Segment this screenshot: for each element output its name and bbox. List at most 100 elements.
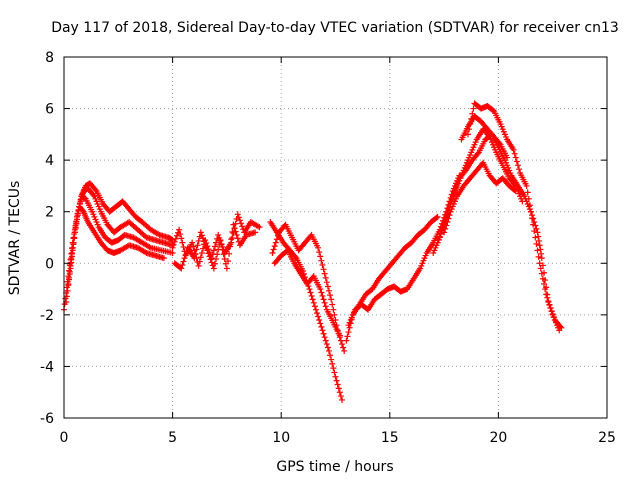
data-point: [558, 324, 565, 331]
data-point: [64, 287, 71, 294]
data-point: [549, 310, 556, 317]
data-point: [341, 347, 348, 354]
data-point: [534, 229, 541, 236]
data-point: [205, 250, 212, 257]
data-point: [330, 365, 337, 372]
data-point: [435, 236, 442, 243]
data-point: [180, 243, 187, 250]
data-point: [336, 389, 343, 396]
data-point: [252, 229, 259, 236]
data-point: [69, 244, 76, 251]
data-point: [538, 250, 545, 257]
data-point: [331, 311, 338, 318]
data-point: [541, 269, 548, 276]
data-point: [548, 307, 555, 314]
data-point: [239, 223, 246, 230]
data-point: [169, 249, 176, 256]
data-point: [315, 244, 322, 251]
data-point: [178, 235, 185, 242]
data-point: [173, 232, 180, 239]
data-point: [524, 189, 531, 196]
data-point: [213, 239, 220, 246]
data-point: [336, 332, 343, 339]
data-point: [337, 393, 344, 400]
data-point: [536, 242, 543, 249]
x-tick-label: 20: [489, 430, 507, 446]
data-point: [474, 150, 481, 157]
data-point: [206, 253, 213, 260]
data-point: [536, 260, 543, 267]
data-point: [328, 356, 335, 363]
x-tick-label: 15: [381, 430, 399, 446]
data-point: [514, 162, 521, 169]
data-point: [193, 246, 200, 253]
series-track-11: [434, 126, 526, 246]
y-axis-ticks: -6 -4 -2 0 2 4 6 8: [40, 50, 607, 427]
data-point: [214, 251, 221, 258]
data-point: [543, 284, 550, 291]
data-point: [273, 236, 280, 243]
data-point: [325, 347, 332, 354]
data-point: [464, 131, 471, 138]
data-point: [453, 185, 460, 192]
data-point: [203, 244, 210, 251]
data-point: [211, 260, 218, 267]
data-point: [340, 344, 347, 351]
data-point: [72, 225, 79, 232]
data-point: [337, 337, 344, 344]
data-point: [512, 154, 519, 161]
data-point: [215, 231, 222, 238]
x-tick-label: 5: [168, 430, 177, 446]
data-point: [445, 215, 452, 222]
data-point: [328, 296, 335, 303]
data-point: [542, 277, 549, 284]
data-point: [329, 301, 336, 308]
data-point: [179, 262, 186, 269]
data-point: [198, 249, 205, 256]
data-point: [256, 224, 263, 231]
data-point: [231, 225, 238, 232]
data-point: [92, 186, 99, 193]
data-point: [330, 306, 337, 313]
data-point: [169, 244, 176, 251]
data-point: [232, 228, 239, 235]
data-point: [226, 250, 233, 257]
series-track-5: [267, 219, 346, 403]
series-track-14: [458, 113, 511, 161]
series-track-7: [271, 247, 343, 339]
data-point: [511, 181, 518, 188]
data-point: [322, 337, 329, 344]
data-point: [516, 166, 523, 173]
data-point: [312, 306, 319, 313]
data-point: [529, 212, 536, 219]
data-point: [531, 219, 538, 226]
data-point: [274, 232, 281, 239]
data-point: [195, 262, 202, 269]
data-point: [182, 251, 189, 258]
data-point: [236, 217, 243, 224]
data-point: [532, 234, 539, 241]
data-point: [272, 239, 279, 246]
data-point: [230, 221, 237, 228]
data-point: [331, 369, 338, 376]
data-point: [317, 286, 324, 293]
data-point: [204, 247, 211, 254]
data-point: [198, 232, 205, 239]
data-point: [66, 268, 73, 275]
data-points: [61, 100, 565, 403]
data-point: [318, 323, 325, 330]
data-point: [178, 265, 185, 272]
data-point: [334, 381, 341, 388]
data-point: [321, 299, 328, 306]
data-point: [512, 188, 519, 195]
data-point: [172, 235, 179, 242]
data-point: [224, 258, 231, 265]
data-point: [535, 233, 542, 240]
data-point: [180, 258, 187, 265]
data-point: [489, 107, 496, 114]
data-point: [546, 301, 553, 308]
data-point: [74, 212, 81, 219]
data-point: [442, 225, 449, 232]
data-point: [324, 344, 331, 351]
data-point: [223, 265, 230, 272]
